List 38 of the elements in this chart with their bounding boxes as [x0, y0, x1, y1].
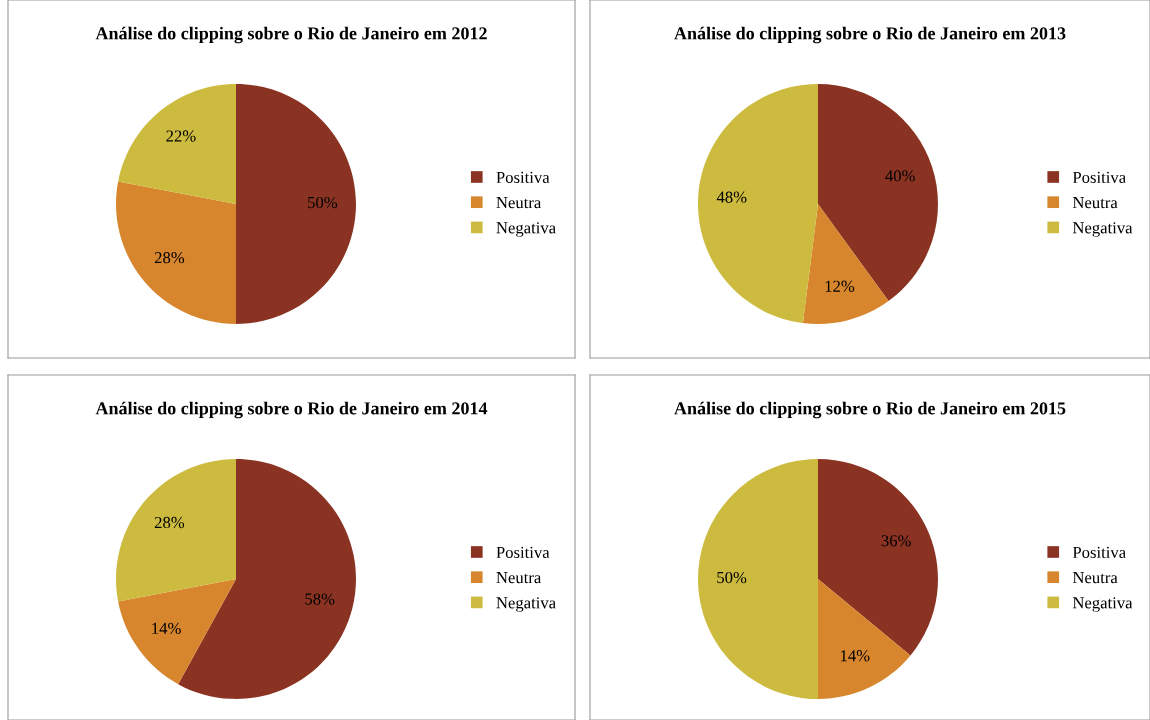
data-label: 28%: [154, 516, 185, 529]
pie-slice: [118, 579, 236, 685]
legend-label: Negativa: [496, 222, 556, 237]
data-label: 36%: [881, 535, 911, 547]
data-label: 22%: [166, 130, 196, 142]
legend-label: Neutra: [1072, 572, 1118, 584]
pie-slice: [818, 579, 911, 699]
pie-slice: [116, 459, 236, 602]
pie-slice: [698, 459, 818, 699]
data-label: 14%: [152, 622, 181, 635]
chart-title: Análise do clipping sobre o Rio de Janeiro em 2014: [95, 401, 488, 419]
data-label: 40%: [885, 170, 915, 182]
data-label: 28%: [154, 252, 185, 264]
data-label: 48%: [716, 191, 747, 203]
legend-label: Negativa: [496, 597, 556, 612]
legend-label: Positiva: [1072, 171, 1126, 183]
legend-label: Positiva: [496, 546, 550, 558]
pie-slice: [698, 84, 818, 324]
data-label: 12%: [825, 280, 855, 292]
pie-slice: [818, 84, 938, 302]
data-label: 14%: [840, 650, 870, 662]
pie-slice: [116, 181, 236, 324]
legend-label: Positiva: [496, 171, 550, 183]
pie-slice: [802, 204, 889, 324]
legend-label: Negativa: [1072, 222, 1133, 237]
legend-label: Neutra: [1072, 197, 1118, 209]
legend-label: Neutra: [496, 572, 542, 584]
chart-title: Análise do clipping sobre o Rio de Janeiro em 2015: [674, 401, 1066, 419]
legend-label: Negativa: [1072, 597, 1133, 612]
chart-title: Análise do clipping sobre o Rio de Janeiro em 2012: [95, 26, 487, 44]
legend-label: Positiva: [1072, 546, 1126, 558]
data-label: 58%: [305, 593, 335, 605]
data-label: 50%: [308, 196, 338, 209]
pie-slice: [236, 84, 356, 324]
pie-slice: [118, 84, 236, 204]
chart-title: Análise do clipping sobre o Rio de Janeiro em 2013: [674, 26, 1066, 44]
legend-label: Neutra: [496, 197, 542, 209]
data-label: 50%: [717, 571, 747, 584]
